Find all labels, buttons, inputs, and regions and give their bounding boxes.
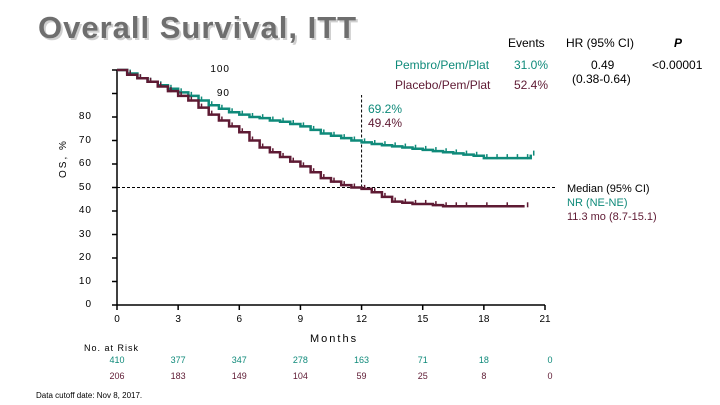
survival-curve-pembro (117, 68, 532, 160)
p-header: P (674, 36, 683, 50)
risk-placebo-18: 8 (481, 371, 487, 381)
x-tick-label-15: 15 (417, 314, 429, 325)
risk-placebo-0: 206 (109, 371, 125, 381)
events-header: Events (508, 36, 545, 50)
median-pembro: NR (NE-NE) (567, 197, 628, 209)
hr-value: 0.49 (591, 58, 615, 72)
y-tick-label-80: 80 (78, 111, 92, 122)
y-tick-label-90: 90 (216, 87, 230, 99)
risk-placebo-6: 149 (231, 371, 247, 381)
risk-label: No. at Risk (84, 343, 140, 353)
risk-placebo-15: 25 (417, 371, 428, 381)
row-events-placebo: 52.4% (514, 78, 549, 92)
risk-placebo-21: 0 (547, 371, 553, 381)
row-events-pembro: 31.0% (514, 58, 549, 72)
risk-pembro-12: 163 (354, 355, 370, 365)
x-axis-label: Months (310, 333, 359, 345)
risk-pembro-21: 0 (547, 355, 553, 365)
p-value: <0.00001 (652, 58, 703, 72)
risk-pembro-0: 410 (109, 355, 125, 365)
y-tick-label-70: 70 (78, 134, 92, 146)
x-tick-label-9: 9 (297, 314, 304, 325)
risk-pembro-18: 18 (478, 355, 489, 365)
risk-pembro-15: 71 (417, 355, 428, 365)
y-tick-label-60: 60 (78, 158, 92, 169)
x-tick-label-6: 6 (236, 314, 243, 325)
y-tick-label-30: 30 (78, 228, 92, 240)
risk-placebo-3: 183 (170, 371, 186, 381)
y-tick-label-50: 50 (78, 181, 92, 193)
row-arm-placebo: Placebo/Pem/Plat (395, 78, 491, 92)
y-tick-label-0: 0 (85, 299, 92, 310)
chart-title: Overall Survival, ITT (38, 10, 358, 45)
risk-pembro-9: 278 (292, 355, 308, 365)
x-tick-label-0: 0 (114, 314, 120, 325)
annotation-12mo-pembro: 69.2% (368, 102, 403, 116)
hr-ci: (0.38-0.64) (572, 72, 631, 86)
y-tick-label-20: 20 (78, 252, 92, 263)
hr-header: HR (95% CI) (566, 36, 635, 50)
y-tick-label-10: 10 (78, 275, 92, 287)
row-arm-pembro: Pembro/Pem/Plat (395, 58, 490, 72)
risk-placebo-12: 59 (356, 371, 367, 381)
annotation-12mo-placebo: 49.4% (368, 116, 403, 130)
x-tick-label-21: 21 (539, 314, 551, 325)
risk-placebo-9: 104 (292, 371, 308, 381)
risk-pembro-6: 347 (231, 355, 247, 365)
median-placebo: 11.3 mo (8.7-15.1) (567, 211, 657, 223)
median-label: Median (95% CI) (567, 183, 650, 195)
footnote: Data cutoff date: Nov 8, 2017. (36, 391, 143, 400)
survival-curve-placebo (117, 68, 525, 208)
y-tick-label-40: 40 (78, 205, 92, 216)
y-tick-label-100: 100 (210, 64, 230, 75)
x-tick-label-18: 18 (478, 314, 490, 325)
x-tick-label-3: 3 (175, 314, 181, 325)
x-tick-label-12: 12 (356, 314, 368, 325)
risk-pembro-3: 377 (170, 355, 186, 365)
